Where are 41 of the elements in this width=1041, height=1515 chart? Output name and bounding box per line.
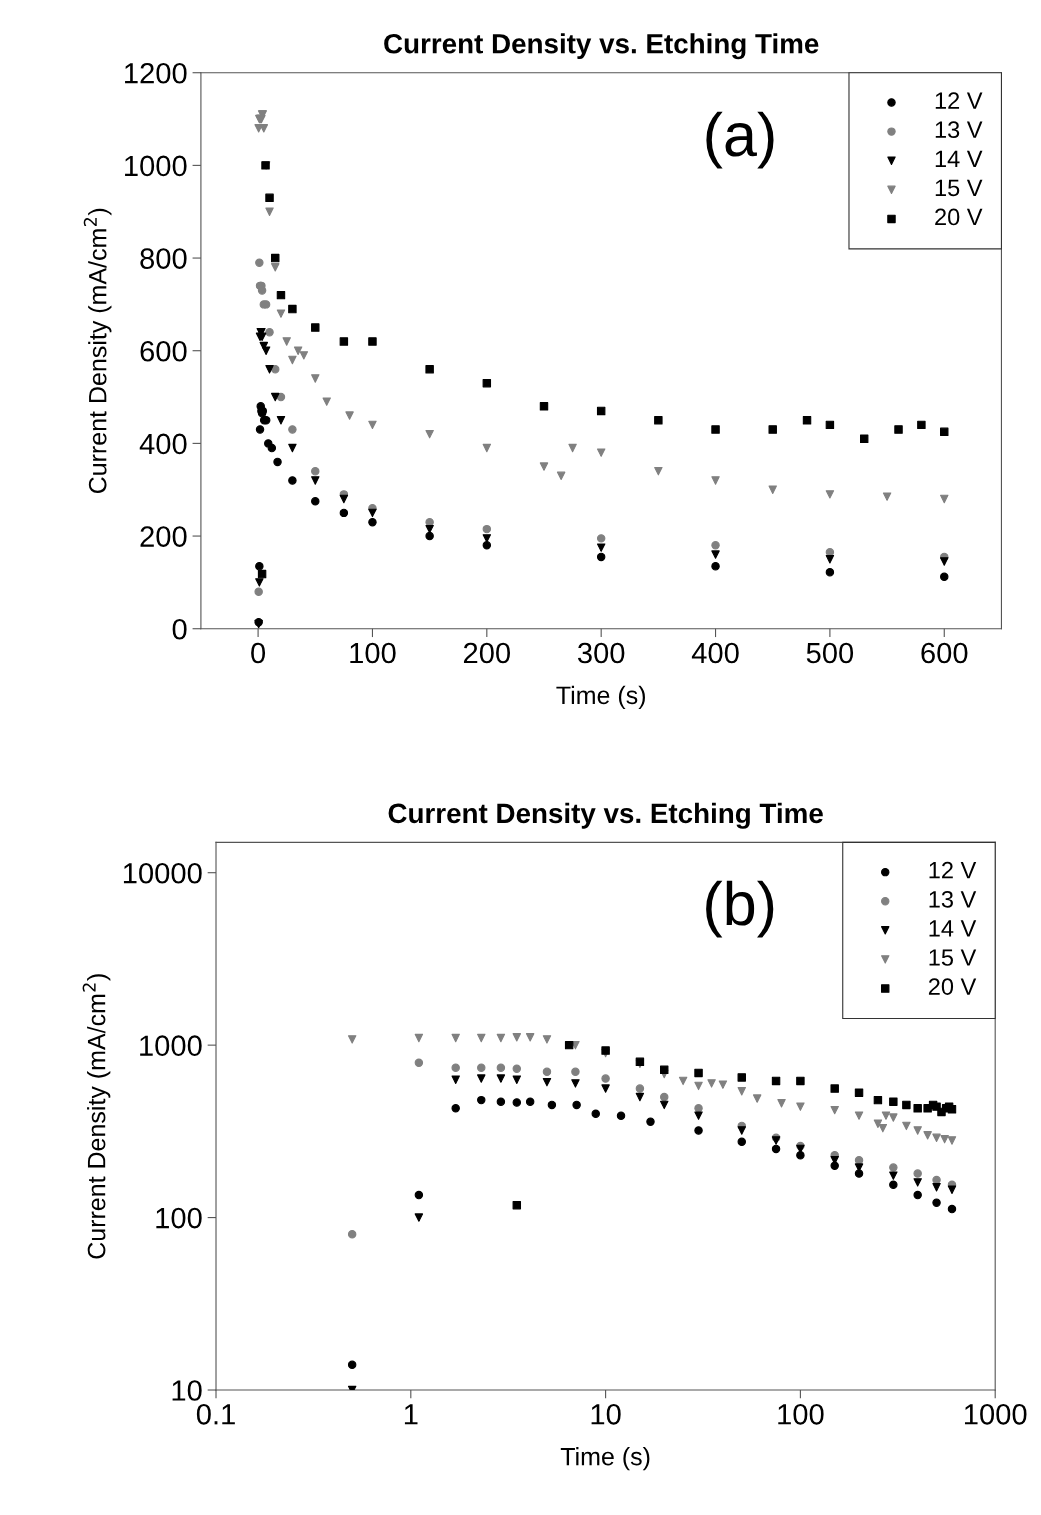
annotation: (b) bbox=[706, 880, 774, 938]
y-tick-label: 10000 bbox=[123, 862, 202, 884]
legend-label: 12 V bbox=[935, 92, 983, 109]
y-axis-title: Current Density (mA/cm$^{2}$) bbox=[82, 974, 111, 1259]
chart-title: Current Density vs. Etching Time bbox=[384, 33, 819, 60]
y-tick-label: 100 bbox=[156, 1207, 202, 1229]
x-tick-label: 10 bbox=[591, 1403, 621, 1425]
x-tick-label: 1 bbox=[404, 1404, 418, 1425]
x-tick-label: 200 bbox=[463, 642, 511, 664]
x-tick-label: 400 bbox=[691, 642, 739, 664]
legend-label: 14 V bbox=[935, 150, 983, 167]
y-tick-label: 0 bbox=[172, 618, 187, 640]
x-tick-label: 100 bbox=[778, 1403, 824, 1425]
x-tick-label: 300 bbox=[577, 642, 625, 664]
legend-label: 20 V bbox=[935, 208, 983, 226]
y-tick-label: 800 bbox=[140, 248, 187, 269]
x-tick-label: 0 bbox=[251, 642, 266, 664]
legend-label: 12 V bbox=[929, 861, 977, 879]
x-tick-label: 1000 bbox=[964, 1403, 1027, 1425]
x-tick-label: 0.1 bbox=[196, 1403, 235, 1425]
y-tick-label: 400 bbox=[139, 433, 187, 455]
legend-label: 15 V bbox=[935, 179, 983, 197]
chart-title: Current Density vs. Etching Time bbox=[388, 802, 823, 829]
legend-label: 15 V bbox=[929, 949, 977, 966]
y-tick-label: 1200 bbox=[125, 62, 187, 84]
y-tick-label: 200 bbox=[140, 526, 187, 547]
x-tick-label: 600 bbox=[921, 642, 968, 664]
y-tick-label: 600 bbox=[140, 340, 187, 362]
x-axis-title: Time (s) bbox=[560, 1447, 650, 1471]
y-tick-label: 1000 bbox=[140, 1035, 202, 1056]
y-tick-label: 10 bbox=[172, 1380, 202, 1401]
legend-label: 13 V bbox=[935, 121, 983, 139]
x-tick-label: 500 bbox=[806, 642, 854, 664]
annotation: (a) bbox=[706, 111, 774, 169]
y-tick-label: 1000 bbox=[125, 155, 187, 177]
y-axis-title: Current Density (mA/cm$^{2}$) bbox=[83, 208, 112, 494]
legend-label: 20 V bbox=[928, 978, 977, 995]
legend-label: 13 V bbox=[929, 890, 977, 908]
x-axis-title: Time (s) bbox=[556, 685, 645, 710]
x-tick-label: 100 bbox=[350, 642, 396, 664]
legend-label: 14 V bbox=[929, 920, 977, 937]
